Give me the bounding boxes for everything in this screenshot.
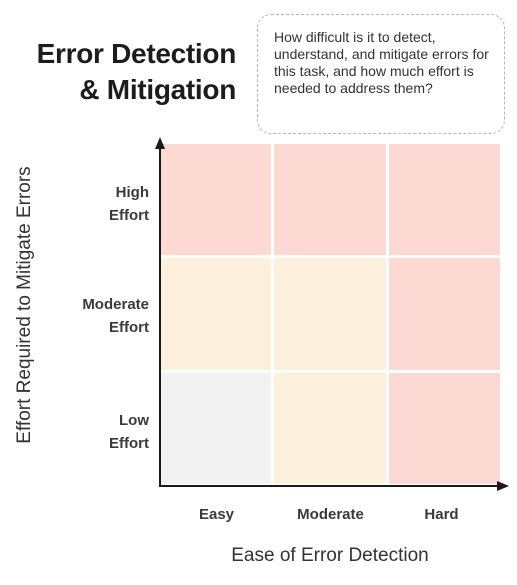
column-label-easy: Easy bbox=[198, 506, 235, 523]
row-label-line: Effort bbox=[109, 435, 149, 452]
column-label-hard: Hard bbox=[424, 506, 459, 523]
risk-matrix bbox=[160, 144, 500, 484]
title-line-1: Error Detection bbox=[36, 38, 237, 69]
matrix-cell bbox=[274, 258, 386, 370]
row-label-line: Effort bbox=[109, 319, 149, 336]
matrix-cell bbox=[160, 372, 272, 484]
row-label-line: Low bbox=[119, 412, 149, 429]
x-axis-label: Ease of Error Detection bbox=[231, 545, 429, 566]
matrix-cell bbox=[388, 258, 500, 370]
row-label-low: Low Effort bbox=[39, 409, 149, 455]
matrix-cell bbox=[388, 372, 500, 484]
row-label-line: High bbox=[115, 184, 149, 201]
column-label-moderate: Moderate bbox=[297, 506, 364, 523]
title-line-2: & Mitigation bbox=[79, 74, 236, 105]
row-label-moderate: Moderate Effort bbox=[39, 293, 149, 339]
matrix-cell bbox=[160, 258, 272, 370]
row-label-line: Moderate bbox=[82, 296, 149, 313]
matrix-cell bbox=[274, 144, 386, 256]
matrix-cell bbox=[388, 144, 500, 256]
row-label-high: High Effort bbox=[39, 181, 149, 227]
matrix-cell bbox=[160, 144, 272, 256]
y-axis-label: Effort Required to Mitigate Errors bbox=[14, 166, 35, 444]
page-title: Error Detection & Mitigation bbox=[36, 36, 237, 108]
question-callout: How difficult is it to detect, understan… bbox=[257, 14, 505, 134]
question-text: How difficult is it to detect, understan… bbox=[274, 29, 489, 96]
row-label-line: Effort bbox=[109, 207, 149, 224]
matrix-cell bbox=[274, 372, 386, 484]
